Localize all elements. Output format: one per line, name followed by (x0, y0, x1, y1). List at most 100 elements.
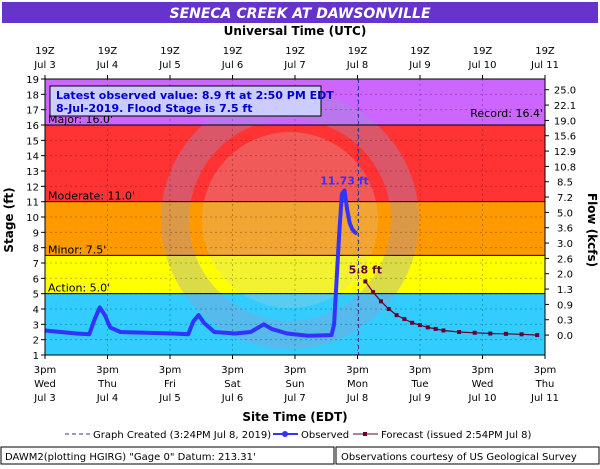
bottom-tick-day-4: Sun (285, 379, 304, 390)
legend-observed-label: Observed (301, 430, 349, 441)
top-tick-date-8: Jul 11 (530, 60, 559, 71)
bottom-tick-date-0: Jul 3 (33, 393, 56, 404)
bottom-tick-time-3: 3pm (221, 365, 243, 376)
y-tick-label-15: 15 (26, 136, 39, 147)
y-tick-label-6: 6 (33, 274, 39, 285)
right-tick-label-5: 2.6 (557, 254, 573, 265)
legend: Graph Created (3:24PM Jul 8, 2019) Obser… (65, 430, 532, 441)
right-axis-tick-labels: 0.0 0.3 0.9 1.3 2.0 2.6 3.0 3.6 5.0 7.2 8.5 10.8 12.… (545, 86, 576, 342)
forecast-point-4 (394, 313, 399, 318)
band-major (45, 125, 545, 202)
top-tick-time-1: 19Z (98, 46, 118, 57)
y-tick-label-14: 14 (26, 152, 39, 163)
forecast-point-2 (378, 299, 383, 304)
bottom-tick-time-6: 3pm (409, 365, 431, 376)
right-tick-label-7: 3.6 (557, 224, 573, 235)
bottom-tick-time-2: 3pm (159, 365, 181, 376)
right-tick-label-8: 5.0 (557, 208, 573, 219)
y-tick-label-4: 4 (33, 305, 39, 316)
y-tick-label-11: 11 (26, 198, 39, 209)
footer-right-box (335, 446, 600, 465)
y-tick-label-17: 17 (26, 106, 39, 117)
y-tick-label-19: 19 (26, 75, 39, 86)
top-tick-time-2: 19Z (160, 46, 180, 57)
bottom-tick-time-7: 3pm (471, 365, 493, 376)
right-tick-label-9: 7.2 (557, 193, 573, 204)
legend-forecast-label: Forecast (issued 2:54PM Jul 8) (381, 430, 532, 441)
y-tick-label-3: 3 (33, 320, 39, 331)
forecast-point-11 (457, 330, 462, 334)
y-tick-label-2: 2 (33, 336, 39, 347)
top-axis-label: Universal Time (UTC) (224, 24, 367, 38)
right-tick-label-15: 22.1 (554, 101, 576, 112)
bottom-tick-day-5: Mon (347, 379, 368, 390)
forecast-point-7 (418, 323, 422, 328)
bottom-tick-time-4: 3pm (284, 365, 306, 376)
forecast-point-12 (472, 330, 477, 335)
forecast-point-3 (386, 307, 391, 311)
top-tick-date-5: Jul 8 (346, 60, 369, 71)
forecast-point-13 (488, 331, 493, 336)
forecast-point-5 (402, 316, 407, 321)
y-tick-label-8: 8 (33, 244, 39, 255)
noaa-watermark (161, 91, 419, 349)
legend-created-label: Graph Created (3:24PM Jul 8, 2019) (93, 430, 271, 441)
threshold-label-minor: Minor: 7.5' (48, 243, 106, 256)
forecast-point-10 (441, 328, 446, 333)
flood-bands (45, 79, 545, 355)
info-box-line2: 8-Jul-2019. Flood Stage is 7.5 ft (56, 102, 252, 115)
bottom-tick-date-1: Jul 4 (96, 393, 119, 404)
y-tick-label-10: 10 (26, 213, 39, 224)
top-tick-date-3: Jul 6 (221, 60, 244, 71)
bottom-tick-day-7: Wed (472, 379, 494, 390)
right-tick-label-16: 25.0 (554, 86, 576, 97)
y-tick-label-1: 1 (33, 351, 39, 362)
band-minor (45, 255, 545, 294)
top-tick-time-3: 19Z (223, 46, 243, 57)
top-tick-time-5: 19Z (348, 46, 368, 57)
title-bar (2, 2, 598, 23)
bottom-tick-date-7: Jul 10 (468, 393, 497, 404)
right-tick-label-0: 0.0 (557, 331, 573, 342)
y-tick-label-12: 12 (26, 182, 39, 193)
threshold-label-moderate: Moderate: 11.0' (48, 190, 135, 203)
band-action (45, 293, 545, 355)
threshold-label-action: Action: 5.0' (48, 282, 110, 295)
y-tick-label-16: 16 (26, 121, 39, 132)
y-tick-label-5: 5 (33, 290, 39, 301)
right-axis-label: Flow (kcfs) (585, 193, 599, 267)
bottom-tick-date-8: Jul 11 (530, 393, 559, 404)
y-axis-label: Stage (ft) (2, 187, 16, 252)
legend-forecast-swatch-dot (363, 432, 367, 436)
bottom-tick-day-0: Wed (34, 379, 56, 390)
top-tick-date-0: Jul 3 (33, 60, 56, 71)
top-tick-time-4: 19Z (285, 46, 305, 57)
band-moderate (45, 201, 545, 256)
bottom-tick-labels: 3pm Wed Jul 3 3pm Thu Jul 4 3pm Fri Jul 5 3pm Sat J… (33, 355, 559, 404)
y-tick-label-18: 18 (26, 90, 39, 101)
forecast-point-1 (371, 290, 376, 295)
forecast-point-16 (535, 333, 540, 338)
bottom-tick-day-2: Fri (164, 379, 176, 390)
forecast-point-15 (519, 332, 524, 337)
info-box-line1: Latest observed value: 8.9 ft at 2:50 PM… (56, 89, 334, 102)
chart-title: SENECA CREEK AT DAWSONVILLE (169, 6, 430, 22)
forecast-point-6 (410, 320, 415, 325)
footer-left-text: DAWM2(plotting HGIRG) "Gage 0" Datum: 21… (5, 452, 256, 463)
bottom-tick-time-8: 3pm (534, 365, 556, 376)
top-tick-date-2: Jul 5 (158, 60, 181, 71)
top-tick-date-7: Jul 10 (468, 60, 497, 71)
top-tick-time-7: 19Z (473, 46, 493, 57)
right-tick-label-1: 0.3 (557, 316, 573, 327)
top-tick-time-0: 19Z (35, 46, 55, 57)
forecast-point-8 (425, 325, 430, 330)
right-tick-label-3: 1.3 (557, 285, 573, 296)
bottom-tick-day-8: Thu (535, 379, 555, 390)
bottom-tick-time-1: 3pm (96, 365, 118, 376)
bottom-tick-day-6: Tue (410, 379, 428, 390)
right-tick-label-13: 15.6 (554, 132, 576, 143)
right-tick-label-11: 10.8 (554, 162, 576, 173)
